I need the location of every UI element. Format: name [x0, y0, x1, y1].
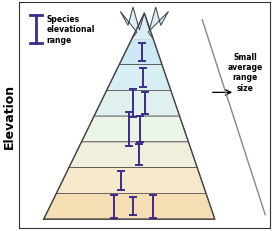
Polygon shape	[107, 65, 171, 91]
Polygon shape	[56, 168, 206, 194]
Polygon shape	[81, 117, 188, 142]
Polygon shape	[44, 194, 215, 219]
Text: Small
average
range
size: Small average range size	[227, 52, 263, 92]
Y-axis label: Elevation: Elevation	[3, 83, 16, 148]
Polygon shape	[94, 91, 180, 117]
Text: Species
elevational
range: Species elevational range	[46, 15, 95, 45]
Polygon shape	[69, 142, 197, 168]
Polygon shape	[120, 8, 168, 40]
Polygon shape	[132, 14, 153, 40]
Polygon shape	[119, 40, 162, 65]
